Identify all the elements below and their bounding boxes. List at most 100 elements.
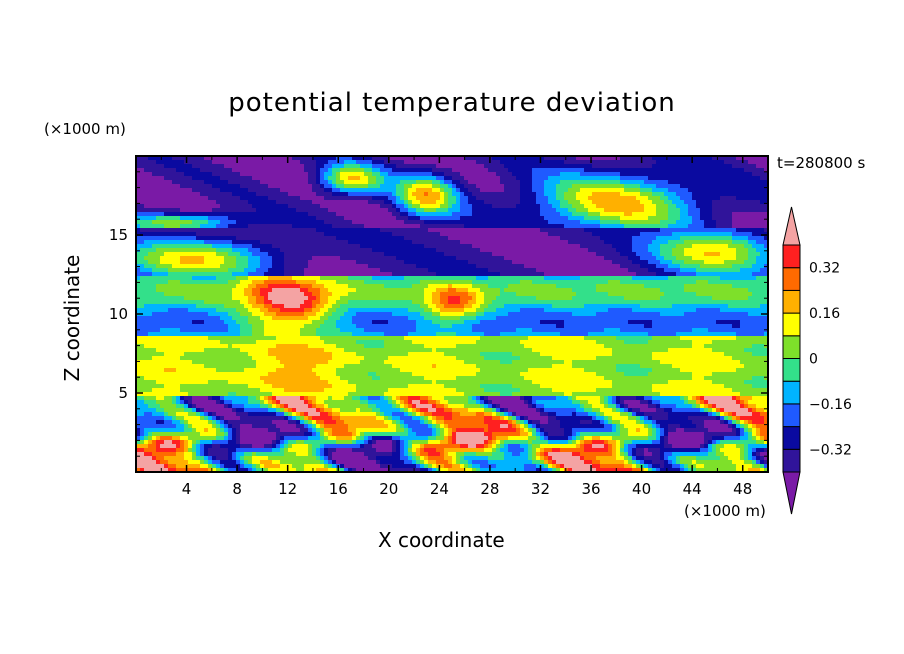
field-cell: [220, 184, 225, 189]
field-cell: [288, 244, 293, 249]
field-cell: [696, 196, 701, 201]
field-cell: [484, 224, 489, 229]
field-cell: [740, 232, 745, 237]
field-cell: [372, 188, 377, 193]
field-cell: [372, 280, 377, 285]
field-cell: [596, 236, 601, 241]
field-cell: [360, 172, 365, 177]
field-cell: [428, 180, 433, 185]
field-cell: [532, 228, 537, 233]
field-cell: [376, 224, 381, 229]
field-cell: [344, 228, 349, 233]
field-cell: [544, 228, 549, 233]
field-cell: [184, 200, 189, 205]
field-cell: [228, 156, 233, 161]
field-cell: [248, 260, 253, 265]
field-cell: [160, 164, 165, 169]
field-cell: [664, 192, 669, 197]
field-cell: [152, 160, 157, 165]
field-cell: [556, 200, 561, 205]
field-cell: [652, 216, 657, 221]
field-cell: [636, 276, 641, 281]
field-cell: [196, 188, 201, 193]
field-cell: [680, 240, 685, 245]
field-cell: [348, 240, 353, 245]
field-cell: [396, 192, 401, 197]
field-cell: [336, 248, 341, 253]
field-cell: [152, 196, 157, 201]
field-cell: [352, 228, 357, 233]
field-cell: [168, 272, 173, 277]
field-cell: [668, 168, 673, 173]
field-cell: [136, 244, 141, 249]
field-cell: [340, 272, 345, 277]
field-cell: [332, 224, 337, 229]
field-cell: [668, 164, 673, 169]
field-cell: [496, 224, 501, 229]
field-cell: [620, 160, 625, 165]
field-cell: [688, 176, 693, 181]
field-cell: [744, 272, 749, 277]
field-cell: [400, 220, 405, 225]
field-cell: [296, 192, 301, 197]
field-cell: [556, 172, 561, 177]
field-cell: [596, 188, 601, 193]
field-cell: [316, 168, 321, 173]
field-cell: [504, 264, 509, 269]
field-cell: [228, 200, 233, 205]
field-cell: [236, 164, 241, 169]
field-cell: [544, 192, 549, 197]
field-cell: [472, 168, 477, 173]
field-cell: [568, 244, 573, 249]
field-cell: [600, 248, 605, 253]
field-cell: [136, 228, 141, 233]
field-cell: [184, 172, 189, 177]
field-cell: [600, 192, 605, 197]
field-cell: [184, 176, 189, 181]
field-cell: [304, 240, 309, 245]
field-cell: [340, 244, 345, 249]
field-cell: [336, 260, 341, 265]
field-cell: [744, 216, 749, 221]
field-cell: [580, 168, 585, 173]
field-cell: [740, 192, 745, 197]
field-cell: [716, 244, 721, 249]
field-cell: [404, 232, 409, 237]
field-cell: [692, 220, 697, 225]
field-cell: [156, 156, 161, 161]
field-cell: [340, 188, 345, 193]
field-cell: [316, 232, 321, 237]
field-cell: [456, 220, 461, 225]
field-cell: [304, 268, 309, 273]
field-cell: [712, 204, 717, 209]
field-cell: [408, 272, 413, 277]
field-cell: [536, 260, 541, 265]
field-cell: [256, 232, 261, 237]
field-cell: [608, 256, 613, 261]
field-cell: [216, 184, 221, 189]
field-cell: [328, 176, 333, 181]
field-cell: [288, 236, 293, 241]
field-cell: [632, 236, 637, 241]
field-cell: [684, 232, 689, 237]
field-cell: [136, 168, 141, 173]
field-cell: [224, 172, 229, 177]
field-cell: [444, 268, 449, 273]
field-cell: [748, 260, 753, 265]
field-cell: [680, 220, 685, 225]
field-cell: [692, 228, 697, 233]
field-cell: [220, 188, 225, 193]
field-cell: [532, 212, 537, 217]
field-cell: [140, 268, 145, 273]
field-cell: [640, 232, 645, 237]
field-cell: [500, 260, 505, 265]
field-cell: [520, 164, 525, 169]
field-cell: [692, 196, 697, 201]
field-cell: [704, 248, 709, 253]
field-cell: [152, 208, 157, 213]
field-cell: [168, 236, 173, 241]
field-cell: [368, 252, 373, 257]
field-cell: [748, 256, 753, 261]
field-cell: [552, 192, 557, 197]
field-cell: [176, 200, 181, 205]
